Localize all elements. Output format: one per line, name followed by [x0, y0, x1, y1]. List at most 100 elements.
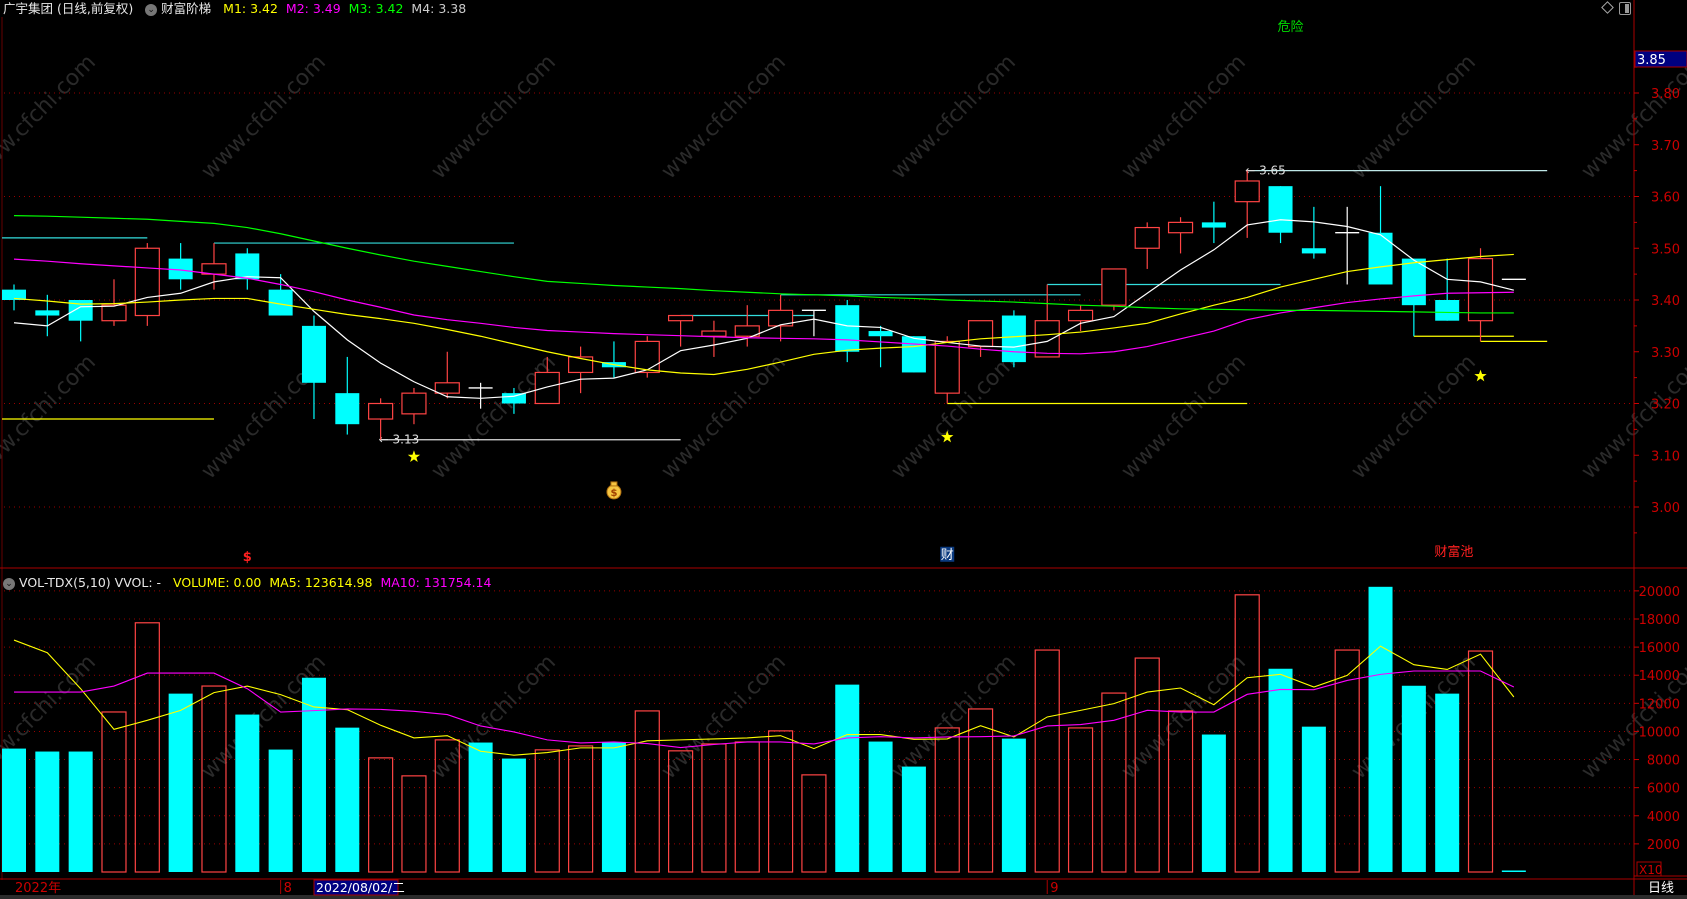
volume-bar-down [2, 748, 26, 872]
chart-annotation: 财富池 [1434, 544, 1473, 560]
watermark-text: www.cfchi.com [1117, 650, 1251, 784]
watermark-text: www.cfchi.com [1117, 350, 1251, 484]
volume-bar-up [101, 711, 127, 873]
watermark-text: www.cfchi.com [427, 650, 561, 784]
candle-body-down [1401, 258, 1426, 306]
candle-body-down [1201, 222, 1226, 228]
chart-header: 广宇集团 (日线,前复权) ⌄ 财富阶梯 M1: 3.42 M2: 3.49 M… [3, 1, 466, 17]
volume-tick-label: 4000 [1647, 810, 1680, 825]
watermark-text: www.cfchi.com [0, 50, 101, 184]
candle [901, 336, 926, 373]
watermark-text: www.cfchi.com [887, 650, 1021, 784]
candle [268, 274, 293, 316]
price-tick-label: 3.70 [1651, 139, 1680, 154]
candle [1101, 268, 1127, 311]
volume-bar-up [767, 730, 794, 873]
current-price-box [1634, 50, 1687, 68]
volume-tick-label: 14000 [1639, 669, 1680, 684]
moving-average-line [13, 253, 1514, 376]
candle [734, 305, 760, 347]
candle [235, 248, 260, 290]
candle [667, 314, 694, 347]
volume-bar-down [1268, 668, 1293, 872]
chevron-down-circle-icon[interactable]: ⌄ [3, 577, 15, 590]
candle-body-up [568, 356, 594, 374]
candle-body-up [1034, 320, 1060, 358]
candle [601, 341, 626, 378]
price-tick-label: 3.00 [1651, 501, 1680, 516]
candle-body-down [901, 336, 926, 373]
candle [335, 356, 360, 435]
volume-bar-up [134, 622, 160, 873]
level-label: ← 3.65 [1245, 164, 1286, 178]
candle [835, 300, 860, 363]
watermark-text: www.cfchi.com [657, 50, 791, 184]
volume-bar-down [468, 742, 493, 872]
panel-toggle-icon[interactable] [1619, 2, 1631, 15]
volume-tick-label: 2000 [1647, 838, 1680, 853]
candle-body-down [501, 393, 526, 404]
volume-bar-down [268, 749, 293, 872]
volume-axis: 20000 18000 16000 14000 12000 10000 8000 6000 40… [4, 585, 1680, 877]
volume-bar-down [901, 766, 926, 872]
candle [35, 294, 60, 337]
bottom-strip [0, 895, 1687, 899]
volume-bar-up [734, 741, 760, 873]
candle-body-up [967, 320, 994, 348]
candle-body-down [1435, 300, 1460, 321]
m2-value: M2: 3.49 [285, 1, 341, 16]
volume-ma-line [13, 639, 1515, 756]
volume-bar-up [401, 775, 427, 873]
candle [1134, 222, 1160, 269]
volume-bar-down [168, 693, 193, 872]
period-label[interactable]: 日线 [1648, 881, 1674, 896]
chart-annotation: $ [243, 550, 252, 565]
candle-body-up [767, 309, 794, 327]
volume-bar-up [434, 739, 460, 873]
volume-indicator-name[interactable]: VOL-TDX(5,10) VVOL: - [18, 575, 162, 590]
volume-bar-up [1101, 692, 1127, 873]
chart-annotation: 危险 [1278, 20, 1304, 35]
candle-body-up [1067, 309, 1094, 322]
candle [1435, 258, 1460, 321]
volume-bar-down [1401, 685, 1426, 872]
volume-value: VOLUME: 0.00 [173, 575, 262, 590]
moving-average-line [13, 258, 1514, 355]
candle [868, 325, 893, 368]
candle-body-down [168, 258, 193, 280]
chevron-down-circle-icon[interactable]: ⌄ [145, 3, 158, 16]
price-tick-label: 3.10 [1651, 449, 1680, 464]
candle-body-up [1234, 180, 1260, 203]
volume-bar-down [1301, 726, 1326, 872]
volume-ma10: MA10: 131754.14 [380, 575, 492, 590]
candle [101, 279, 127, 326]
watermark-text: www.cfchi.com [1347, 350, 1481, 484]
watermark-text: www.cfchi.com [427, 50, 561, 184]
watermark-text: www.cfchi.com [1347, 50, 1481, 184]
candle [501, 387, 526, 414]
candle [1467, 248, 1494, 342]
candle [168, 243, 193, 290]
volume-multiplier: X10 [1639, 863, 1663, 877]
volume-bar-up [568, 745, 594, 873]
moving-average-line [13, 219, 1514, 399]
candle-body-up [734, 325, 760, 337]
indicator-name[interactable]: 财富阶梯 [161, 1, 212, 16]
money-bag-icon: $ [606, 481, 622, 500]
multiplier-box [1636, 861, 1662, 877]
watermark: www.cfchi.com www.cfchi.com www.cfchi.com w… [0, 50, 1687, 784]
candle-body-up [368, 402, 394, 420]
candle-body-down [868, 331, 893, 337]
candle [1335, 206, 1360, 285]
volume-bars [2, 586, 1526, 873]
volume-bar-up [1334, 649, 1360, 873]
star-icon [407, 450, 421, 463]
date-label: 2022年 [15, 881, 61, 896]
price-tick-label: 3.50 [1651, 242, 1680, 257]
date-label: 8 [284, 881, 292, 896]
candle [1001, 310, 1026, 368]
volume-bar-down [601, 741, 626, 872]
volume-bar-up [534, 749, 560, 873]
candle-body-up [134, 247, 160, 317]
